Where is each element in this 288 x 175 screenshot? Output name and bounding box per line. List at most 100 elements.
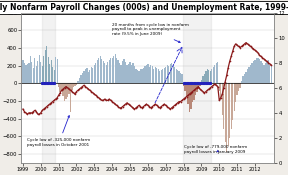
Bar [48, 57, 49, 83]
Bar [214, 65, 215, 83]
Bar [179, 71, 180, 83]
Bar [52, 66, 53, 83]
Bar [254, 60, 256, 83]
Text: 20 months from cycle low in nonfarm
payroll to peak in unemployment
rate (9.5% i: 20 months from cycle low in nonfarm payr… [112, 23, 189, 43]
Bar [28, 63, 29, 83]
Bar [213, 67, 214, 83]
Bar [156, 68, 158, 83]
Bar [150, 65, 151, 83]
Bar [269, 65, 270, 83]
Bar [49, 64, 50, 83]
Bar [175, 68, 177, 83]
Bar [140, 69, 141, 83]
Bar [36, 66, 37, 83]
Bar [164, 68, 165, 83]
Bar [205, 71, 206, 83]
Bar [55, 57, 56, 83]
Bar [187, 83, 189, 104]
Bar [109, 60, 110, 83]
Bar [245, 72, 247, 83]
Bar [67, 83, 68, 97]
Bar [95, 63, 96, 83]
Bar [73, 83, 74, 87]
Bar [79, 78, 80, 83]
Bar [226, 83, 227, 152]
Bar [146, 65, 147, 83]
Bar [271, 66, 272, 83]
Bar [45, 50, 46, 83]
Bar [165, 67, 166, 83]
Bar [125, 62, 126, 83]
Bar [74, 83, 76, 86]
Bar [25, 65, 26, 83]
Bar [118, 60, 119, 83]
Bar [31, 62, 33, 83]
Bar [158, 69, 159, 83]
Bar [135, 68, 137, 83]
Bar [62, 83, 64, 96]
Bar [228, 83, 229, 146]
Bar [34, 58, 35, 83]
Bar [174, 67, 175, 83]
Bar [137, 70, 138, 83]
Bar [58, 83, 59, 88]
Bar [208, 70, 209, 83]
Bar [207, 69, 208, 83]
Bar [195, 83, 196, 95]
Bar [155, 67, 156, 83]
Bar [126, 65, 128, 83]
Bar [223, 83, 224, 129]
Bar [171, 63, 172, 83]
Bar [77, 81, 79, 83]
Bar [244, 74, 245, 83]
Bar [234, 83, 235, 111]
Bar [236, 83, 238, 95]
Bar [43, 56, 44, 83]
Bar [177, 70, 178, 83]
Bar [129, 62, 131, 83]
Bar [184, 83, 186, 91]
Bar [190, 83, 192, 109]
Bar [138, 71, 140, 83]
Bar [259, 59, 260, 83]
Bar [76, 83, 77, 85]
Bar [144, 66, 145, 83]
Bar [221, 83, 223, 115]
Bar [33, 68, 34, 83]
Bar [152, 66, 153, 83]
Bar [248, 67, 250, 83]
Bar [239, 83, 241, 88]
Bar [83, 71, 85, 83]
Bar [161, 70, 162, 83]
Bar [183, 13, 211, 163]
Bar [162, 68, 163, 83]
Bar [253, 61, 254, 83]
Bar [260, 61, 262, 83]
Bar [147, 64, 149, 83]
Bar [69, 83, 70, 94]
Bar [46, 46, 47, 83]
Bar [106, 65, 107, 83]
Bar [89, 70, 90, 83]
Bar [262, 63, 263, 83]
Bar [251, 63, 253, 83]
Bar [196, 83, 198, 92]
Bar [268, 60, 269, 83]
Bar [85, 69, 86, 83]
Bar [257, 58, 259, 83]
Bar [107, 62, 108, 83]
Bar [198, 83, 199, 89]
Bar [238, 83, 239, 91]
Bar [181, 74, 183, 83]
Bar [91, 67, 92, 83]
Bar [153, 68, 154, 83]
Bar [82, 74, 83, 83]
Bar [100, 56, 101, 83]
Bar [263, 65, 264, 83]
Bar [173, 65, 174, 83]
Bar [266, 61, 268, 83]
Bar [211, 68, 213, 83]
Bar [120, 65, 122, 83]
Bar [134, 66, 135, 83]
Bar [199, 83, 200, 86]
